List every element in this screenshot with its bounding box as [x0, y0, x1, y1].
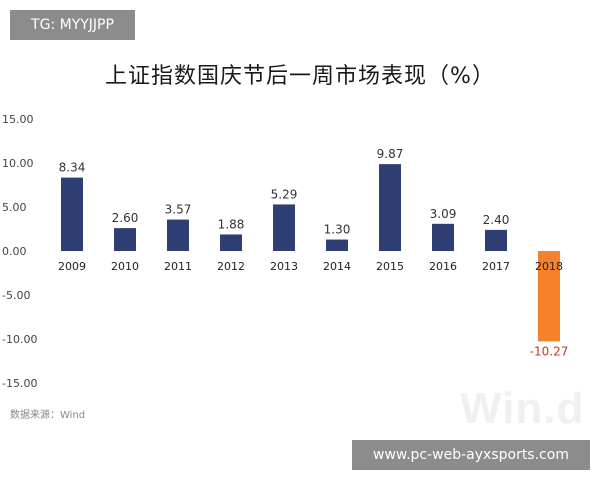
y-tick-label: 10.00 [2, 157, 34, 170]
y-tick-label: -15.00 [2, 377, 37, 390]
bar [273, 204, 295, 251]
x-tick-label: 2010 [111, 260, 139, 273]
y-tick-label: -5.00 [2, 289, 30, 302]
x-tick-label: 2018 [535, 260, 563, 273]
bar [379, 164, 401, 251]
data-label: -10.27 [530, 344, 569, 358]
y-tick-label: -10.00 [2, 333, 37, 346]
x-tick-label: 2014 [323, 260, 351, 273]
data-label: 3.57 [165, 203, 192, 217]
x-axis-labels: 2009 2010 2011 2012 2013 2014 2015 2016 2017 2018 [58, 260, 563, 273]
x-tick-label: 2017 [482, 260, 510, 273]
bars [61, 164, 560, 342]
data-label: 1.30 [324, 223, 351, 237]
data-label: 2.40 [483, 213, 510, 227]
data-label: 1.88 [218, 217, 245, 231]
y-axis-ticks: 15.00 10.00 5.00 0.00 -5.00 -10.00 -15.00 [2, 113, 37, 390]
x-tick-label: 2012 [217, 260, 245, 273]
y-tick-label: 0.00 [2, 245, 27, 258]
y-tick-label: 5.00 [2, 201, 27, 214]
site-overlay: www.pc-web-ayxsports.com [352, 440, 590, 470]
bar [432, 223, 454, 251]
y-tick-label: 15.00 [2, 113, 34, 126]
data-source: 数据来源：Wind [10, 410, 86, 421]
data-label: 3.09 [430, 207, 457, 221]
data-label: 9.87 [377, 147, 404, 161]
wind-watermark: Win.d [460, 384, 585, 433]
bar [326, 239, 348, 251]
tag-overlay: TG: MYYJJPP [10, 10, 135, 40]
value-labels: 8.34 2.60 3.57 1.88 5.29 1.30 9.87 3.09 2.40 -10.… [59, 147, 569, 358]
data-label: 2.60 [112, 211, 139, 225]
bar [220, 234, 242, 251]
data-label: 8.34 [59, 161, 86, 175]
data-label: 5.29 [271, 187, 298, 201]
x-tick-label: 2011 [164, 260, 192, 273]
x-tick-label: 2015 [376, 260, 404, 273]
x-tick-label: 2016 [429, 260, 457, 273]
x-tick-label: 2013 [270, 260, 298, 273]
bar [114, 228, 136, 251]
chart-title: 上证指数国庆节后一周市场表现（%） [105, 64, 495, 89]
x-tick-label: 2009 [58, 260, 86, 273]
bar [485, 229, 507, 251]
bar [61, 177, 83, 251]
bar [167, 219, 189, 251]
bar [538, 251, 560, 342]
